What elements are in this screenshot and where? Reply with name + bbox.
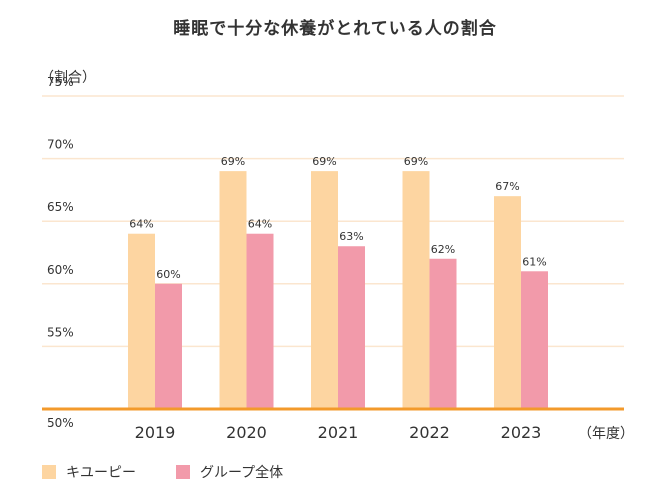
- y-tick-label: 55%: [47, 325, 74, 339]
- data-label: 60%: [156, 268, 180, 281]
- bar-2019-kewpie: [128, 233, 155, 409]
- x-tick-label: 2023: [501, 423, 542, 442]
- bar-2020-kewpie: [219, 171, 247, 409]
- data-label: 64%: [129, 218, 153, 231]
- bar-2022-kewpie: [402, 171, 430, 409]
- bar-2023-kewpie: [494, 196, 521, 409]
- bar-2020-group: [246, 233, 274, 409]
- bar-2021-group: [338, 246, 365, 409]
- y-axis-label: （割合）: [40, 70, 96, 86]
- x-tick-label: 2019: [135, 423, 176, 442]
- legend-swatch-group: [176, 465, 190, 479]
- data-label: 69%: [312, 155, 336, 168]
- bar-2021-kewpie: [311, 171, 338, 409]
- data-label: 63%: [339, 230, 363, 243]
- chart-title: 睡眠で十分な休養がとれている人の割合: [173, 19, 497, 39]
- y-tick-label: 75%: [47, 75, 74, 89]
- x-axis-label: （年度）: [578, 426, 634, 442]
- bar-2022-group: [429, 258, 457, 409]
- axes: 50% 55% 60% 65% 70% 75% 2019 2020 2021 2022 2023: [42, 75, 624, 442]
- legend-item-kewpie: キユーピー: [42, 462, 136, 482]
- y-tick-label: 60%: [47, 263, 74, 277]
- data-label: 69%: [404, 155, 428, 168]
- x-tick-label: 2021: [318, 423, 359, 442]
- legend-label-group: グループ全体: [200, 465, 284, 481]
- legend-swatch-kewpie: [42, 465, 56, 479]
- legend-item-group: グループ全体: [176, 462, 283, 482]
- y-tick-label: 70%: [47, 138, 74, 152]
- bar-2023-group: [521, 271, 548, 409]
- data-label: 64%: [248, 218, 272, 231]
- data-label: 62%: [431, 243, 455, 256]
- data-labels: 64% 60% 69% 64% 69% 63% 69% 62% 67% 61%: [129, 155, 546, 281]
- bars: [128, 171, 548, 409]
- x-tick-label: 2022: [409, 423, 450, 442]
- x-tick-label: 2020: [226, 423, 267, 442]
- y-tick-label: 65%: [47, 200, 74, 214]
- bar-2019-group: [155, 283, 182, 409]
- legend: キユーピー グループ全体: [42, 462, 323, 482]
- data-label: 61%: [522, 255, 546, 268]
- y-tick-label: 50%: [47, 416, 74, 430]
- data-label: 67%: [495, 180, 519, 193]
- data-label: 69%: [221, 155, 245, 168]
- legend-label-kewpie: キユーピー: [66, 465, 136, 481]
